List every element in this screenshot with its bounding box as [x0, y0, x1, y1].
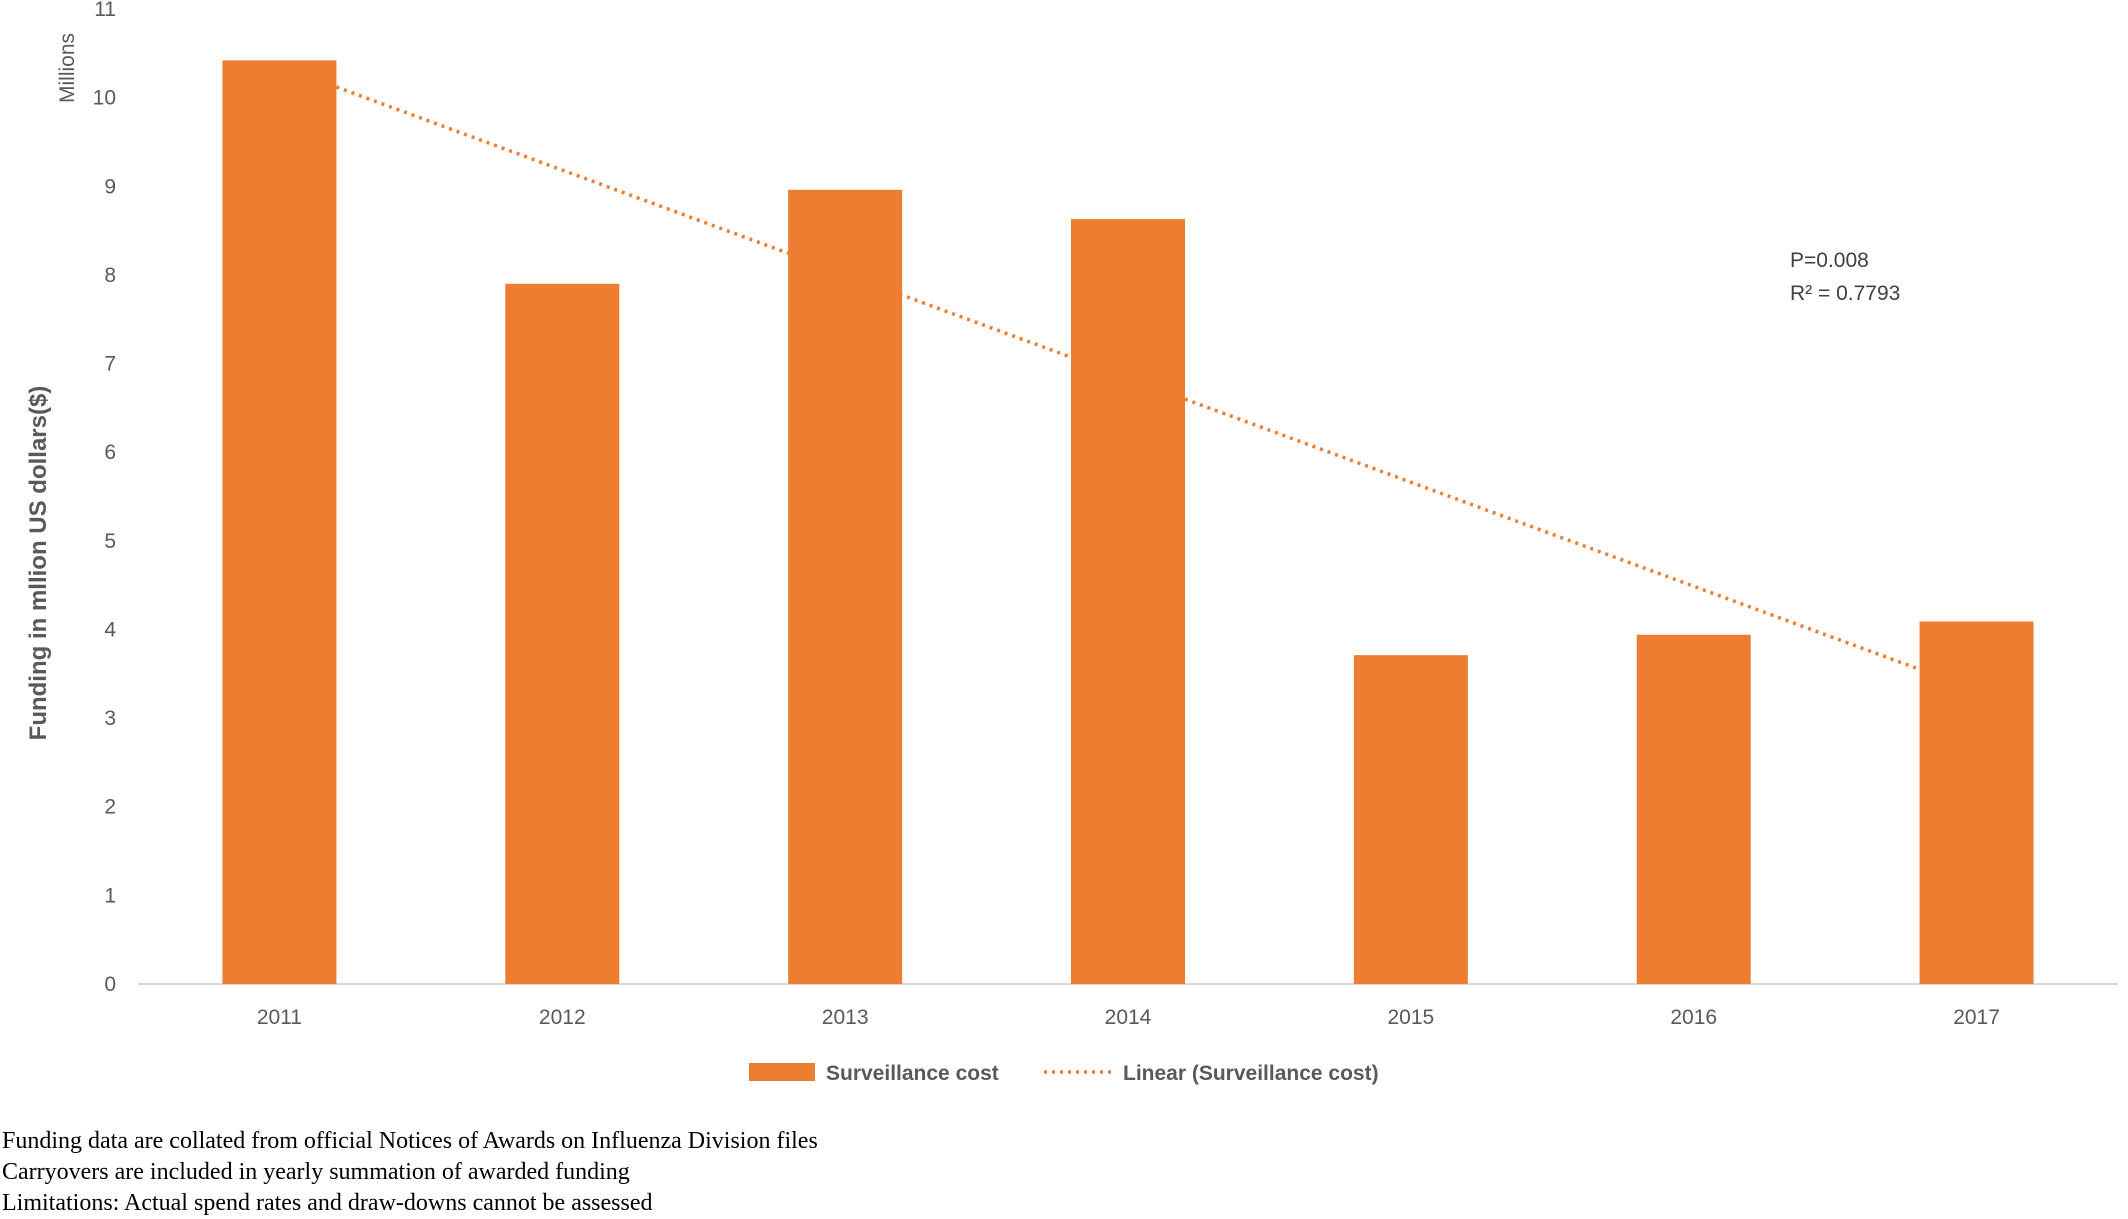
footnotes: Funding data are collated from official … [2, 1126, 818, 1219]
y-tick-label: 4 [104, 618, 116, 641]
y-axis-ticks: 0 1 2 3 4 5 6 7 8 9 10 11 [93, 0, 117, 996]
y-tick-label: 0 [104, 973, 116, 996]
y-tick-label: 5 [104, 530, 116, 553]
y-axis-label: Funding in mllion US dollars($) [25, 386, 52, 741]
footnote-line: Funding data are collated from official … [2, 1128, 818, 1154]
y-axis-units-label: Millions [56, 33, 79, 103]
y-tick-label: 3 [104, 707, 116, 730]
legend: Surveillance cost Linear (Surveillance c… [749, 1062, 1379, 1085]
footnote-line: Limitations: Actual spend rates and draw… [2, 1190, 653, 1216]
trendline [335, 85, 1921, 671]
bar-2017 [1919, 621, 2034, 984]
x-tick-label: 2012 [539, 1006, 586, 1029]
bar-2014 [1071, 219, 1185, 984]
y-tick-label: 9 [104, 175, 116, 198]
bar-2012 [505, 283, 620, 985]
bar-2015 [1353, 655, 1468, 984]
y-tick-label: 11 [94, 0, 116, 21]
x-tick-label: 2015 [1387, 1006, 1434, 1029]
bar-chart: 0 1 2 3 4 5 6 7 8 9 10 11 Millions Funding in mllio… [25, 0, 2118, 1085]
legend-label-surveillance-cost: Surveillance cost [826, 1062, 999, 1085]
bar-2016 [1636, 634, 1751, 984]
legend-swatch-surveillance-cost [749, 1063, 815, 1081]
y-tick-label: 2 [104, 796, 116, 819]
y-tick-label: 8 [104, 264, 116, 287]
bar-2011 [222, 60, 337, 984]
legend-label-trendline: Linear (Surveillance cost) [1123, 1062, 1379, 1085]
y-tick-label: 10 [93, 87, 116, 110]
x-tick-label: 2014 [1105, 1006, 1152, 1029]
bar-2013 [788, 189, 903, 984]
p-value-annotation: P=0.008 [1790, 249, 1869, 272]
r-squared-annotation: R² = 0.7793 [1790, 282, 1900, 305]
footnote-line: Carryovers are included in yearly summat… [2, 1159, 630, 1185]
bars-group [222, 60, 2034, 985]
x-tick-label: 2011 [257, 1006, 302, 1029]
x-tick-label: 2017 [1953, 1006, 2000, 1029]
x-axis-ticks: 2011 2012 2013 2014 2015 2016 2017 [257, 1006, 2000, 1029]
y-tick-label: 1 [104, 884, 116, 907]
x-tick-label: 2013 [822, 1006, 869, 1029]
y-tick-label: 6 [104, 441, 116, 464]
x-tick-label: 2016 [1670, 1006, 1717, 1029]
y-tick-label: 7 [104, 353, 116, 376]
